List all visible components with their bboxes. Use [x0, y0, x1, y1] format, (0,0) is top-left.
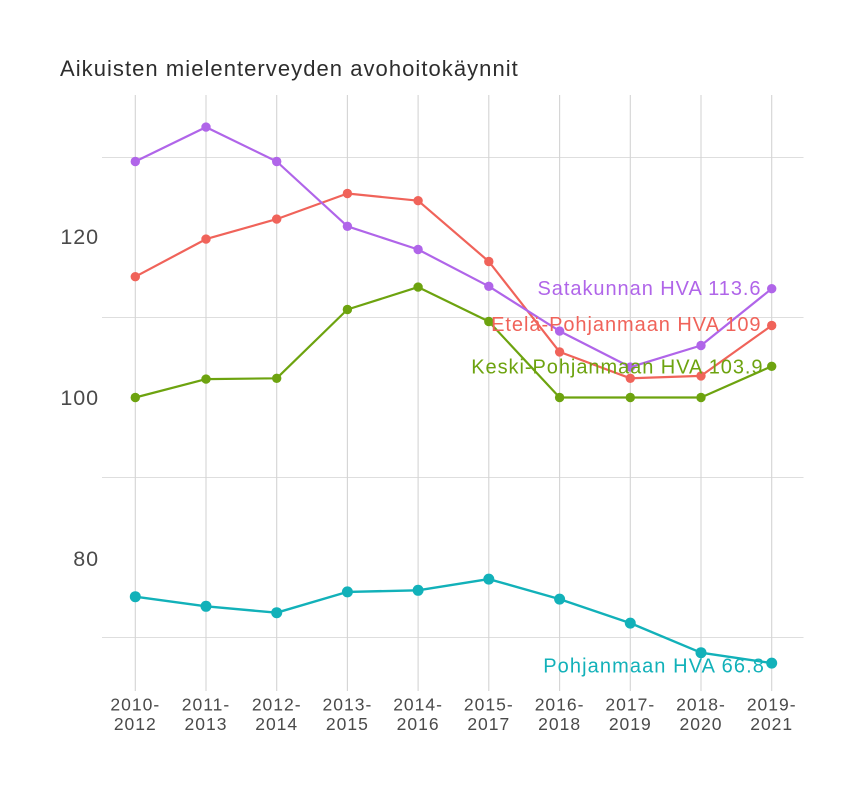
svg-text:2013-: 2013-	[323, 694, 373, 714]
svg-text:2010-: 2010-	[110, 694, 160, 714]
svg-text:2013: 2013	[185, 714, 228, 734]
svg-text:2014: 2014	[255, 714, 298, 734]
svg-text:2011-: 2011-	[182, 694, 230, 714]
svg-text:Satakunnan HVA 113.6: Satakunnan HVA 113.6	[538, 278, 762, 300]
svg-text:2017: 2017	[467, 714, 510, 734]
svg-text:2012-: 2012-	[252, 694, 302, 714]
svg-text:2016: 2016	[397, 714, 440, 734]
svg-text:2014-: 2014-	[393, 694, 443, 714]
svg-text:80: 80	[73, 547, 99, 571]
svg-text:2018-: 2018-	[676, 694, 726, 714]
svg-text:Pohjanmaan HVA 66.8: Pohjanmaan HVA 66.8	[543, 656, 765, 678]
svg-text:2017-: 2017-	[605, 694, 655, 714]
svg-text:2021: 2021	[750, 714, 793, 734]
svg-text:Keski-Pohjanmaan HVA 103.9: Keski-Pohjanmaan HVA 103.9	[471, 357, 763, 379]
svg-text:2012: 2012	[114, 714, 157, 734]
svg-text:2015-: 2015-	[464, 694, 514, 714]
svg-text:2020: 2020	[680, 714, 723, 734]
svg-text:120: 120	[60, 225, 99, 249]
svg-text:Aikuisten mielenterveyden avoh: Aikuisten mielenterveyden avohoitokäynni…	[60, 56, 519, 81]
svg-text:2019: 2019	[609, 714, 652, 734]
svg-text:100: 100	[60, 386, 99, 410]
svg-text:2018: 2018	[538, 714, 581, 734]
svg-text:Etelä-Pohjanmaan HVA 109: Etelä-Pohjanmaan HVA 109	[491, 314, 761, 336]
svg-text:2019-: 2019-	[747, 694, 797, 714]
svg-text:2016-: 2016-	[535, 694, 585, 714]
svg-text:2015: 2015	[326, 714, 369, 734]
